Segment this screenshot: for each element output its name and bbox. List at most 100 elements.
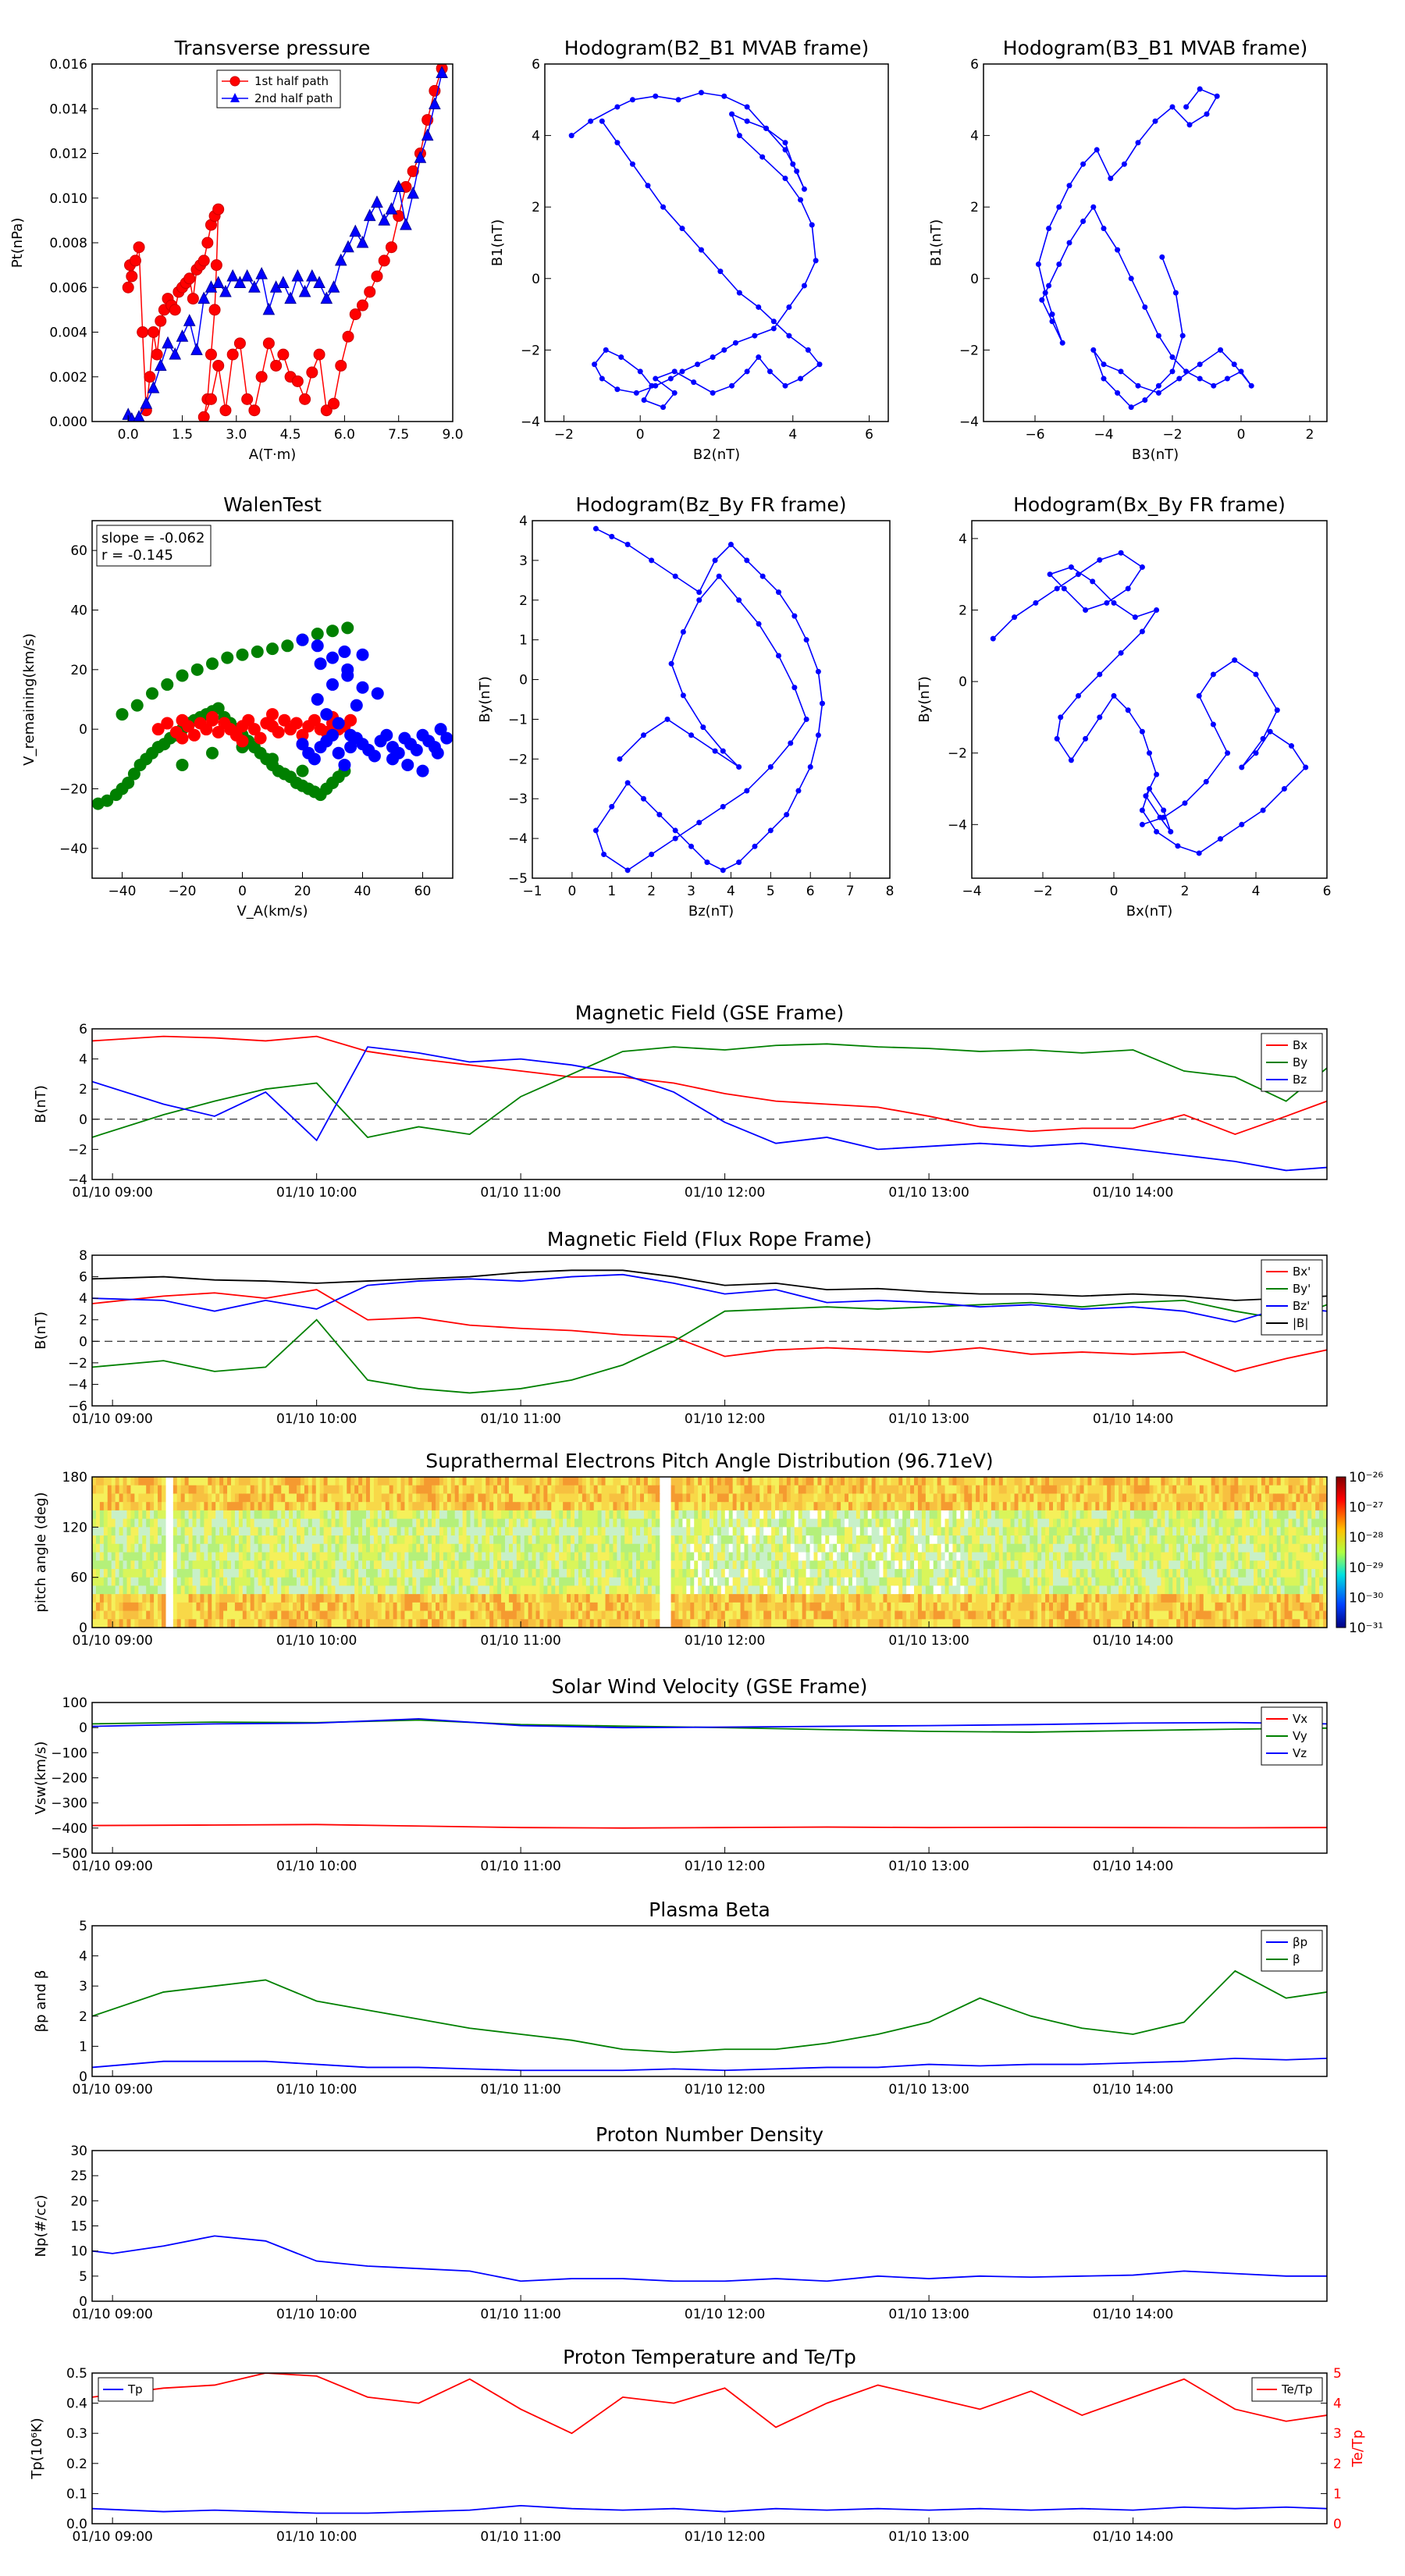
heatmap-cell	[879, 1502, 884, 1511]
heatmap-cell	[597, 1577, 603, 1586]
heatmap-cell	[126, 1485, 132, 1495]
chart-title: Magnetic Field (GSE Frame)	[575, 1002, 844, 1024]
heatmap-cell	[470, 1568, 475, 1578]
heatmap-cell	[428, 1560, 432, 1570]
heatmap-cell	[571, 1585, 575, 1595]
heatmap-cell	[759, 1493, 764, 1503]
heatmap-cell	[601, 1568, 606, 1578]
heatmap-cell	[366, 1602, 371, 1612]
heatmap-cell	[559, 1502, 564, 1511]
heatmap-cell	[134, 1527, 139, 1536]
heatmap-cell	[142, 1594, 147, 1603]
heatmap-cell	[921, 1527, 927, 1536]
heatmap-cell	[941, 1518, 946, 1528]
heatmap-cell	[925, 1577, 930, 1586]
data-point	[1056, 204, 1062, 210]
heatmap-cell	[482, 1502, 486, 1511]
heatmap-cell	[134, 1552, 139, 1561]
heatmap-cell	[420, 1477, 425, 1486]
heatmap-cell	[636, 1527, 641, 1536]
data-point	[1083, 607, 1089, 613]
heatmap-cell	[273, 1602, 278, 1612]
heatmap-cell	[883, 1502, 888, 1511]
data-point	[129, 254, 141, 267]
heatmap-cell	[123, 1518, 128, 1528]
heatmap-cell	[366, 1552, 371, 1561]
heatmap-cell	[300, 1477, 305, 1486]
scatter-point	[266, 642, 279, 656]
heatmap-cell	[196, 1619, 201, 1628]
heatmap-cell	[416, 1619, 421, 1628]
heatmap-cell	[261, 1568, 267, 1578]
heatmap-cell	[848, 1543, 853, 1553]
heatmap-cell	[717, 1552, 722, 1561]
heatmap-cell	[895, 1560, 899, 1570]
y-tick-label: −40	[59, 841, 87, 857]
heatmap-cell	[710, 1568, 714, 1578]
heatmap-cell	[281, 1543, 286, 1553]
heatmap-cell	[833, 1552, 838, 1561]
heatmap-cell	[335, 1535, 340, 1545]
heatmap-cell	[289, 1560, 293, 1570]
heatmap-cell	[921, 1552, 927, 1561]
heatmap-cell	[678, 1552, 683, 1561]
heatmap-cell	[458, 1594, 464, 1603]
time-tick-label: 01/10 10:00	[276, 1185, 357, 1201]
x-axis-label: Bx(nT)	[1126, 903, 1172, 920]
heatmap-cell	[724, 1552, 730, 1561]
heatmap-cell	[748, 1518, 752, 1528]
heatmap-cell	[103, 1493, 108, 1503]
scatter-point	[332, 746, 345, 760]
y-axis-label: B1(nT)	[928, 219, 944, 266]
heatmap-cell	[778, 1543, 784, 1553]
data-point	[1154, 607, 1160, 613]
heatmap-cell	[910, 1543, 915, 1553]
data-point	[710, 354, 716, 361]
heatmap-cell	[532, 1619, 537, 1628]
heatmap-cell	[960, 1619, 965, 1628]
heatmap-cell	[289, 1610, 293, 1620]
heatmap-cell	[246, 1602, 251, 1612]
heatmap-cell	[493, 1543, 498, 1553]
heatmap-cell	[848, 1577, 853, 1586]
heatmap-cell	[563, 1594, 567, 1603]
heatmap-cell	[293, 1594, 297, 1603]
heatmap-cell	[246, 1594, 251, 1603]
heatmap-cell	[119, 1568, 124, 1578]
heatmap-cell	[142, 1477, 147, 1486]
heatmap-cell	[914, 1477, 919, 1486]
heatmap-cell	[821, 1527, 826, 1536]
heatmap-cell	[200, 1560, 205, 1570]
data-point	[688, 732, 695, 738]
heatmap-cell	[134, 1477, 139, 1486]
heatmap-cell	[123, 1585, 128, 1595]
heatmap-cell	[775, 1594, 780, 1603]
heatmap-cell	[304, 1477, 309, 1486]
heatmap-cell	[917, 1594, 923, 1603]
heatmap-cell	[238, 1502, 244, 1511]
heatmap-cell	[813, 1552, 819, 1561]
heatmap-cell	[293, 1477, 297, 1486]
heatmap-cell	[424, 1518, 429, 1528]
heatmap-cell	[597, 1585, 603, 1595]
heatmap-cell	[806, 1527, 811, 1536]
heatmap-cell	[690, 1602, 695, 1612]
heatmap-cell	[887, 1602, 891, 1612]
heatmap-cell	[929, 1527, 934, 1536]
heatmap-cell	[501, 1585, 506, 1595]
heatmap-cell	[192, 1568, 197, 1578]
heatmap-cell	[724, 1619, 730, 1628]
heatmap-cell	[285, 1577, 290, 1586]
heatmap-cell	[960, 1602, 965, 1612]
heatmap-cell	[397, 1585, 402, 1595]
x-tick-label: 0	[1237, 427, 1246, 443]
y-tick-label: 0.3	[66, 2426, 87, 2442]
heatmap-cell	[493, 1594, 498, 1603]
heatmap-cell	[786, 1535, 791, 1545]
heatmap-cell	[212, 1535, 216, 1545]
heatmap-cell	[400, 1577, 406, 1586]
heatmap-cell	[130, 1610, 135, 1620]
heatmap-cell	[724, 1485, 730, 1495]
heatmap-cell	[462, 1543, 468, 1553]
heatmap-cell	[470, 1602, 475, 1612]
